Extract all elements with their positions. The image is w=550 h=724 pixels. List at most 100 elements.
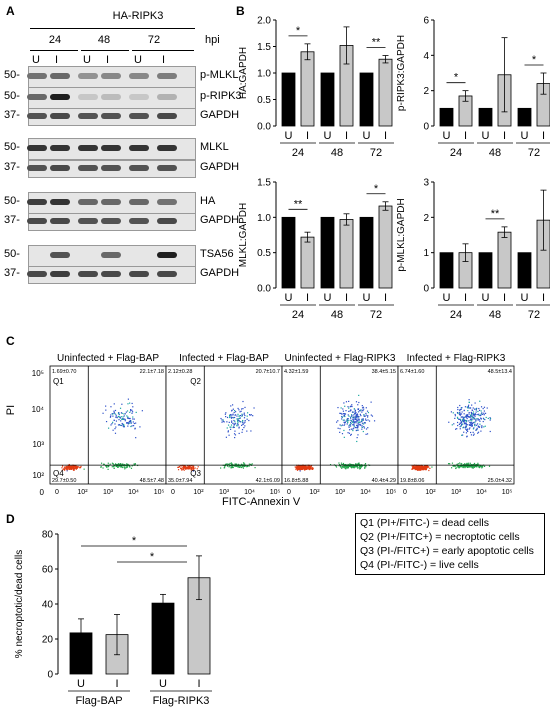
flow-event [109,463,111,465]
flow-event [417,466,419,469]
flow-event [477,431,480,433]
flow-event [341,467,343,469]
flow-event [243,412,245,414]
flow-event [231,421,233,423]
flow-event [246,466,248,468]
flow-event [427,466,429,469]
flow-event [100,466,102,468]
flow-event [66,466,68,468]
flow-event [417,465,419,468]
flow-event [117,412,120,415]
flow-event [466,465,468,468]
flow-event [480,465,483,467]
flow-event [348,425,350,427]
quadrant-q1-value: 1.69±0.70 [52,369,76,375]
flow-event [361,405,363,407]
flow-event [459,418,462,420]
flow-event [121,422,123,425]
flow-event [233,424,235,426]
flow-event [460,466,462,468]
flow-event [115,465,117,468]
flow-event [107,466,110,468]
flow-event [229,428,232,430]
flow-event [345,420,347,422]
flow-event [361,426,364,428]
flow-event [301,465,303,467]
flow-event [182,468,184,471]
blot-band [78,94,98,100]
flow-event [247,464,249,467]
flow-event [482,465,484,467]
flow-event [230,426,232,428]
flow-event [129,417,131,420]
flow-event [481,426,483,429]
group-label: 48 [331,309,343,321]
blot-label: p-RIPK3 [200,90,242,102]
flow-event [237,407,239,410]
lane-label: I [162,54,166,66]
flow-event [414,468,416,470]
flow-event [117,464,119,466]
bar-label: U [363,292,371,304]
flow-event [232,413,234,415]
flow-event [124,413,126,415]
significance-mark: ** [372,37,381,49]
flow-event [478,466,480,468]
flow-event [477,462,479,464]
flow-event [346,419,349,421]
flow-event [139,426,141,428]
flow-event [239,411,241,413]
flow-event [363,414,365,416]
flow-event [459,464,462,467]
flow-event [471,413,473,415]
flow-event [474,425,476,427]
flow-event [348,419,350,421]
flow-event [299,465,301,467]
flow-event [416,469,418,471]
flow-x-tick-label: 10³ [335,489,346,496]
flow-event [68,463,70,466]
flow-event [105,420,108,423]
flow-event [468,428,470,430]
flow-event [111,423,113,425]
flow-event [232,408,234,410]
flow-event [242,466,244,468]
flow-event [363,415,365,417]
flow-event [238,466,241,468]
flow-event [126,422,128,424]
flow-event [229,414,231,417]
y-tick-label: 6 [423,16,429,27]
bar [378,205,393,289]
flow-event [227,430,229,432]
flow-event [356,413,358,416]
flow-event [416,465,418,468]
flow-event [481,425,483,427]
flow-event [362,430,364,433]
flow-event [310,467,312,469]
bar-label: I [464,130,467,142]
flow-event [354,416,356,418]
flow-x-tick-label: 10² [309,489,320,496]
flow-event [481,412,483,414]
flow-event [298,466,300,468]
blot-band [50,113,70,119]
flow-event [343,421,345,423]
y-axis-label: MLKL:GAPDH [238,203,249,267]
flow-event [465,463,467,465]
flow-event [343,465,345,467]
flow-event [69,465,71,467]
flow-event [340,412,342,415]
flow-event [302,467,304,469]
flow-event [339,431,341,433]
quadrant-q1-value: 6.74±1.60 [400,369,424,375]
blot-band [129,113,149,119]
flow-event [478,413,480,415]
flow-event [233,411,235,414]
flow-event [454,415,456,417]
flow-event [475,464,477,466]
flow-event [476,466,478,468]
flow-event [355,420,357,423]
flow-event [347,467,349,469]
flow-event [118,413,120,416]
